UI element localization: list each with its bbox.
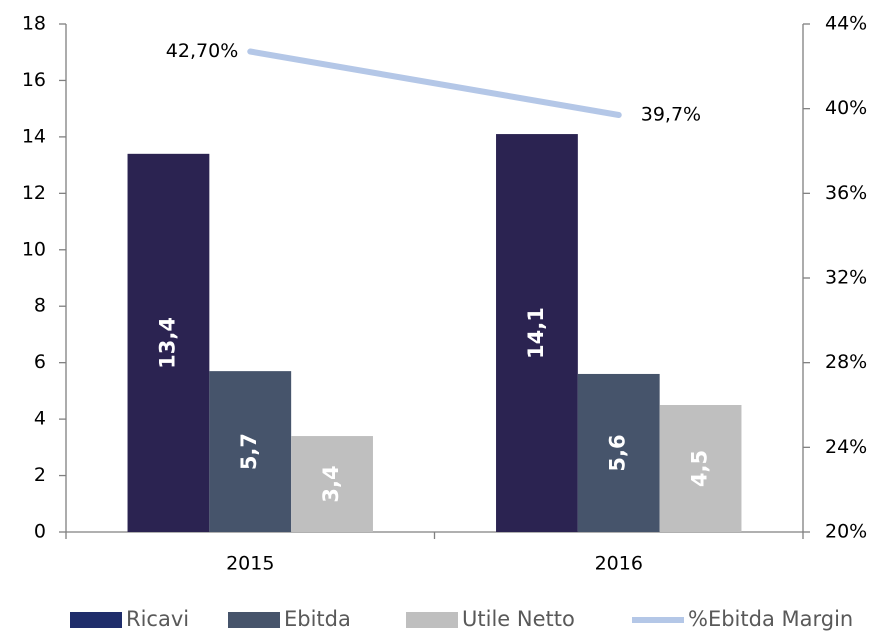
bar bbox=[659, 405, 742, 532]
y-tick-label: 4 bbox=[34, 408, 46, 430]
legend-label: %Ebitda Margin bbox=[688, 607, 853, 631]
y-tick-label: 8 bbox=[34, 295, 46, 317]
bar bbox=[496, 134, 578, 533]
y-tick-label: 6 bbox=[34, 351, 46, 373]
y2-tick-label: 20% bbox=[825, 521, 867, 543]
legend-label: Ebitda bbox=[284, 607, 351, 631]
bar-value-label: 14,1 bbox=[524, 307, 548, 359]
y2-tick-label: 24% bbox=[825, 436, 867, 458]
bar bbox=[577, 373, 660, 532]
legend-swatch bbox=[70, 612, 122, 628]
x-tick-label: 2015 bbox=[226, 553, 274, 575]
bar-value-label: 13,4 bbox=[155, 317, 179, 369]
y-tick-label: 18 bbox=[22, 13, 46, 35]
y-tick-label: 0 bbox=[34, 521, 46, 543]
bar bbox=[209, 371, 292, 532]
bar bbox=[127, 153, 210, 533]
y-tick-label: 16 bbox=[22, 69, 46, 91]
bar-value-label: 5,6 bbox=[606, 434, 630, 471]
bar-value-label: 4,5 bbox=[688, 450, 712, 487]
legend-label: Ricavi bbox=[126, 607, 189, 631]
y2-tick-label: 44% bbox=[825, 13, 867, 35]
x-tick-label: 2016 bbox=[595, 553, 643, 575]
y2-tick-label: 40% bbox=[825, 97, 867, 119]
bar bbox=[291, 436, 373, 532]
line bbox=[247, 48, 622, 119]
bar-value-label: 5,7 bbox=[237, 433, 261, 470]
legend-label: Utile Netto bbox=[462, 607, 575, 631]
legend-swatch bbox=[228, 612, 280, 628]
y2-tick-label: 32% bbox=[825, 267, 867, 289]
y-tick-label: 2 bbox=[34, 464, 46, 486]
bar-value-label: 3,4 bbox=[319, 465, 343, 502]
legend-swatch bbox=[406, 612, 458, 628]
y2-tick-label: 36% bbox=[825, 182, 867, 204]
y2-tick-label: 28% bbox=[825, 351, 867, 373]
y-tick-label: 14 bbox=[22, 125, 46, 147]
y-tick-label: 12 bbox=[22, 182, 46, 204]
y-tick-label: 10 bbox=[22, 238, 46, 260]
line-value-label: 39,7% bbox=[641, 104, 701, 126]
line-value-label: 42,70% bbox=[166, 40, 238, 62]
